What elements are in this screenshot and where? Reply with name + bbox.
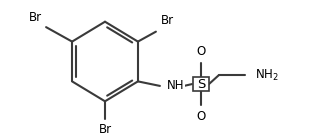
Text: Br: Br: [29, 11, 42, 24]
Text: Br: Br: [161, 14, 174, 27]
Text: S: S: [197, 78, 205, 91]
Text: NH: NH: [167, 79, 184, 92]
Text: NH$_2$: NH$_2$: [255, 67, 279, 83]
Text: Br: Br: [98, 123, 111, 136]
Text: O: O: [196, 110, 206, 123]
FancyBboxPatch shape: [193, 77, 209, 91]
Text: O: O: [196, 45, 206, 58]
